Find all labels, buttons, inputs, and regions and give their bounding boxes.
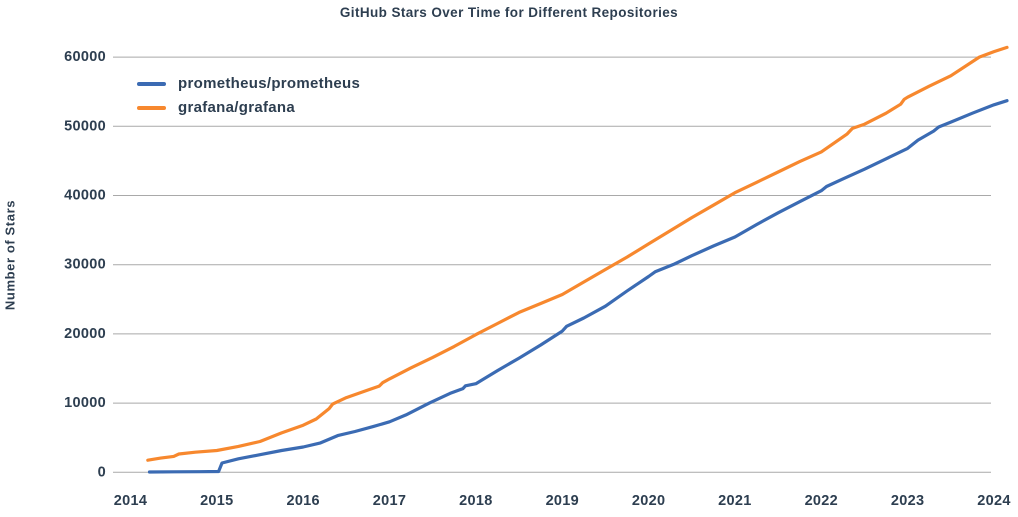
x-tick-label: 2024 xyxy=(977,493,1010,509)
y-axis-label: Number of Stars xyxy=(2,199,18,311)
y-tick-label: 50000 xyxy=(64,118,106,134)
legend-item-grafana: grafana/grafana xyxy=(137,98,360,117)
x-tick-label: 2022 xyxy=(805,493,838,509)
x-tick-label: 2014 xyxy=(114,493,147,509)
grafana-line xyxy=(146,45,1009,462)
x-tick-label: 2020 xyxy=(632,493,665,509)
prometheus-line-swatch-icon xyxy=(137,81,166,86)
x-tick-label: 2021 xyxy=(718,493,751,509)
legend-item-prometheus: prometheus/prometheus xyxy=(137,74,360,93)
x-tick-label: 2017 xyxy=(373,493,406,509)
x-tick-label: 2015 xyxy=(200,493,233,509)
legend: prometheus/prometheus grafana/grafana xyxy=(137,74,360,117)
y-tick-label: 10000 xyxy=(64,395,106,411)
prometheus-line xyxy=(147,99,1009,474)
chart-title: GitHub Stars Over Time for Different Rep… xyxy=(339,5,679,20)
x-tick-label: 2016 xyxy=(286,493,319,509)
x-tick-label: 2019 xyxy=(546,493,579,509)
y-tick-label: 40000 xyxy=(64,188,106,204)
x-tick-label: 2023 xyxy=(891,493,924,509)
legend-label-grafana: grafana/grafana xyxy=(178,99,296,116)
legend-label-prometheus: prometheus/prometheus xyxy=(178,75,361,92)
y-tick-label: 30000 xyxy=(64,257,106,273)
grafana-line-swatch-icon xyxy=(137,105,166,110)
gridlines xyxy=(113,56,991,473)
y-tick-label: 60000 xyxy=(64,49,106,65)
x-tick-label: 2018 xyxy=(459,493,492,509)
y-tick-label: 20000 xyxy=(64,326,106,342)
y-tick-label: 0 xyxy=(98,464,106,480)
